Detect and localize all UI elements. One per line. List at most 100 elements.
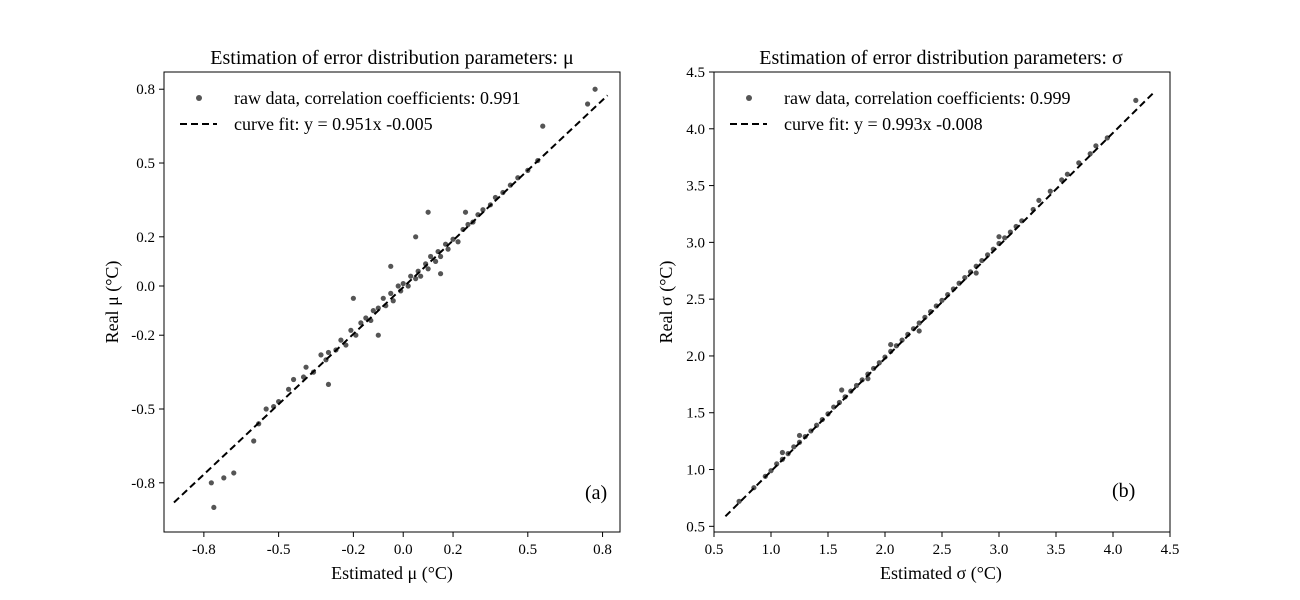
data-point [285, 386, 292, 392]
data-point [592, 86, 598, 92]
data-point [1133, 97, 1139, 103]
x-tick-label: -0.5 [267, 542, 291, 558]
chart-title-sigma: Estimation of error distribution paramet… [759, 47, 1123, 69]
x-axis-label-mu: Estimated μ (°C) [331, 563, 453, 584]
data-point [400, 280, 406, 287]
data-point [831, 404, 837, 410]
x-tick-label: 1.5 [819, 542, 838, 558]
data-point [796, 432, 803, 439]
panel-label-b: (b) [1112, 480, 1135, 502]
y-tick-label: 2.0 [686, 349, 705, 365]
data-point [893, 343, 900, 349]
y-tick-label: 0.5 [686, 519, 705, 535]
y-tick-label: -0.8 [131, 476, 155, 492]
data-point [445, 246, 451, 252]
y-tick-label: 3.5 [686, 179, 705, 195]
data-point [418, 273, 424, 279]
data-point [979, 257, 985, 264]
data-point [208, 480, 214, 486]
data-point [425, 266, 431, 272]
legend-sigma: raw data, correlation coefficients: 0.99… [730, 88, 1071, 134]
data-point [839, 387, 845, 393]
data-point [515, 175, 521, 181]
y-tick-label: 1.0 [686, 463, 705, 479]
y-tick-label: -0.2 [131, 328, 155, 344]
data-point [465, 221, 471, 228]
ticks-mu: -0.8 -0.5 -0.2 0.0 0.2 0.5 0.8 -0.8 -0.5 -0.2 0.0 0… [131, 82, 612, 558]
data-point [388, 290, 394, 296]
x-tick-label: -0.8 [192, 542, 216, 558]
panel-label-a: (a) [585, 482, 607, 504]
legend-mu: raw data, correlation coefficients: 0.99… [180, 88, 521, 134]
x-tick-label: 4.5 [1161, 542, 1180, 558]
data-point [428, 253, 434, 260]
y-tick-label: 3.0 [686, 235, 705, 251]
fit-line-mu [173, 94, 609, 504]
data-point [585, 101, 591, 107]
data-point [380, 295, 386, 301]
data-point [540, 123, 546, 129]
data-point [325, 381, 332, 388]
data-point [1002, 235, 1008, 241]
data-point [370, 308, 376, 314]
fit-line-sigma [724, 92, 1154, 518]
data-point [263, 406, 269, 412]
legend-scatter-label-sigma: raw data, correlation coefficients: 0.99… [784, 88, 1071, 108]
data-point [455, 239, 461, 245]
data-point [996, 234, 1002, 240]
data-point [251, 438, 257, 444]
y-tick-label: 0.8 [136, 82, 155, 98]
data-point [388, 263, 394, 269]
data-point [1064, 171, 1070, 177]
data-point [395, 283, 401, 289]
data-point [433, 258, 439, 265]
x-tick-label: 0.5 [705, 542, 724, 558]
x-tick-label: 0.5 [518, 542, 537, 558]
legend-scatter-label-mu: raw data, correlation coefficients: 0.99… [234, 88, 521, 108]
data-point [736, 498, 742, 504]
x-tick-label: 0.0 [394, 542, 413, 558]
data-point [791, 444, 797, 450]
data-point [231, 470, 237, 476]
data-point [888, 341, 894, 348]
data-point [405, 283, 411, 289]
x-tick-label: 1.0 [762, 542, 781, 558]
data-point [916, 328, 922, 334]
chart-sigma: Estimation of error distribution paramet… [656, 47, 1179, 584]
data-point [325, 349, 332, 356]
data-point [363, 315, 369, 321]
plot-area-mu [163, 71, 621, 533]
data-point [211, 504, 217, 511]
data-point [480, 207, 486, 213]
data-point [343, 342, 349, 348]
data-point [985, 252, 991, 258]
data-point [462, 209, 469, 215]
data-point [358, 320, 364, 326]
legend-marker-sigma [746, 95, 752, 101]
data-point [290, 376, 297, 383]
x-tick-label: 2.5 [933, 542, 952, 558]
data-point [1047, 188, 1053, 194]
chart-mu: Estimation of error distribution paramet… [102, 47, 621, 584]
x-tick-label: -0.2 [342, 542, 366, 558]
data-point [338, 337, 344, 343]
x-tick-label: 3.5 [1047, 542, 1066, 558]
y-tick-label: 4.5 [686, 65, 705, 81]
y-axis-label-mu: Real μ (°C) [102, 261, 123, 344]
data-point [939, 297, 945, 303]
x-tick-label: 0.2 [444, 542, 463, 558]
data-point [437, 271, 444, 277]
scatter-points-mu [208, 86, 598, 511]
legend-fit-label-mu: curve fit: y = 0.951x -0.005 [234, 114, 433, 134]
x-tick-label: 0.8 [593, 542, 612, 558]
y-tick-label: 1.5 [686, 406, 705, 422]
data-point [779, 449, 786, 456]
data-point [899, 337, 905, 343]
data-point [1087, 151, 1093, 157]
y-tick-label: -0.5 [131, 402, 155, 418]
y-axis-label-sigma: Real σ (°C) [656, 261, 677, 344]
data-point [1036, 197, 1042, 203]
scatter-points-sigma [736, 97, 1139, 504]
x-tick-label: 3.0 [990, 542, 1009, 558]
